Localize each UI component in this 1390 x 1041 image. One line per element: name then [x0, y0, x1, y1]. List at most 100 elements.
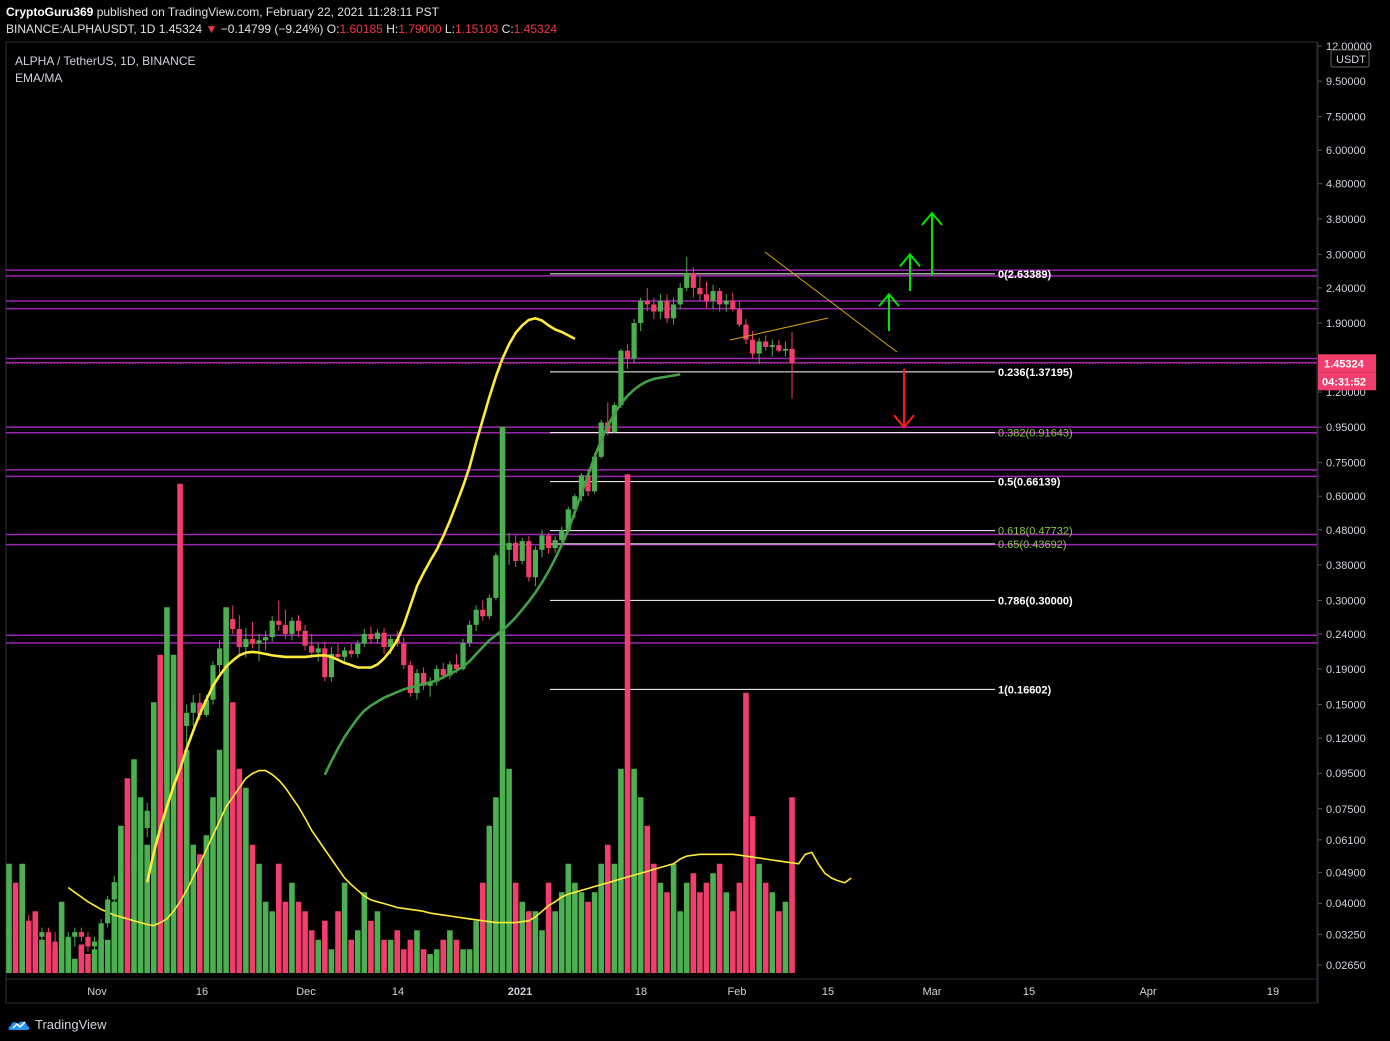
price-tick-label: 0.38000	[1326, 560, 1366, 572]
volume-bar	[558, 892, 565, 973]
time-tick-label: 15	[1023, 986, 1035, 998]
volume-bar	[769, 892, 776, 973]
tradingview-cloud-icon	[8, 1020, 30, 1030]
volume-bar	[315, 939, 322, 973]
volume-bar	[368, 920, 374, 973]
candle-body	[526, 541, 532, 578]
volume-bar	[440, 939, 447, 973]
volume-bar	[460, 949, 466, 973]
candle-body	[230, 619, 236, 630]
volume-bar	[295, 901, 302, 973]
candle-body	[243, 639, 249, 648]
fib-level-label: 0.382(0.91643)	[998, 428, 1073, 440]
time-tick-label: Feb	[728, 986, 747, 998]
candle-body	[480, 609, 486, 617]
fib-level-label: 0.786(0.30000)	[998, 595, 1073, 607]
price-tick-label: 6.00000	[1326, 145, 1366, 157]
candle-body	[467, 624, 473, 643]
candle-body	[624, 350, 631, 359]
volume-bar	[618, 768, 624, 973]
candle-body	[309, 645, 315, 653]
volume-bar	[190, 844, 197, 973]
volume-bar	[624, 474, 631, 973]
volume-bar	[183, 749, 190, 973]
candle-body	[131, 852, 137, 873]
candle-body	[157, 786, 163, 796]
candle-body	[493, 555, 499, 598]
volume-bar	[236, 768, 243, 973]
price-tick-label: 1.90000	[1326, 318, 1366, 330]
volume-bar	[104, 939, 111, 973]
price-tick-label: 0.15000	[1326, 700, 1366, 712]
volume-bar	[216, 749, 223, 973]
fib-level-label: 0.236(1.37195)	[998, 367, 1073, 379]
candle-body	[341, 650, 348, 657]
volume-bar	[697, 892, 703, 973]
candle-body	[513, 542, 519, 561]
candle-body	[65, 936, 71, 947]
chart-header: CryptoGuru369 published on TradingView.c…	[0, 0, 1390, 40]
volume-bar	[25, 920, 32, 973]
ema-slow-line	[323, 373, 681, 776]
fib-level-label: 0(2.63389)	[998, 269, 1052, 281]
tradingview-logo[interactable]: TradingView	[8, 1017, 107, 1032]
candle-body	[638, 300, 644, 323]
candle-body	[32, 927, 38, 937]
volume-bar	[401, 949, 407, 973]
candle-body	[730, 300, 736, 310]
volume-bar	[657, 882, 664, 973]
volume-bar	[473, 920, 479, 973]
volume-bar	[381, 939, 387, 973]
volume-bar	[407, 939, 414, 973]
candle-body	[12, 927, 19, 937]
candle-body	[486, 597, 492, 617]
volume-bar	[631, 768, 637, 973]
volume-bar	[762, 882, 769, 973]
volume-bar	[664, 892, 670, 973]
candle-body	[184, 712, 190, 727]
price-tick-label: 0.30000	[1326, 595, 1366, 607]
volume-bar	[789, 797, 795, 973]
price-tick-label: 0.06100	[1326, 835, 1366, 847]
price-tick-label: 0.24000	[1326, 629, 1366, 641]
candle-body	[91, 941, 98, 947]
candle-body	[45, 932, 52, 942]
arrow-up-head	[899, 252, 921, 267]
price-tick-label: 9.50000	[1326, 76, 1366, 88]
candle-body	[197, 702, 203, 715]
candle-body	[368, 633, 374, 640]
volume-bar	[433, 949, 440, 973]
time-tick-label: 15	[822, 986, 834, 998]
volume-bar	[269, 911, 275, 973]
volume-bar	[499, 426, 506, 973]
volume-bar	[466, 949, 473, 973]
candle-body	[52, 941, 58, 952]
volume-bar	[736, 882, 743, 973]
candle-body	[124, 863, 131, 873]
volume-bar	[85, 954, 91, 973]
candle-body	[289, 620, 295, 634]
last-price: 1.45324	[158, 22, 203, 36]
candle-body	[763, 341, 769, 347]
chart-footer: TradingView	[0, 1005, 1390, 1041]
candle-body	[552, 540, 558, 549]
candle-body	[355, 643, 361, 655]
price-tick-label: 0.95000	[1326, 422, 1366, 434]
volume-bar	[782, 901, 789, 973]
candle-body	[236, 629, 242, 648]
candle-body	[276, 620, 282, 625]
volume-bar	[539, 930, 545, 973]
volume-bar	[756, 863, 762, 973]
candle-body	[118, 863, 124, 883]
price-tick-label: 3.00000	[1326, 249, 1366, 261]
candle-body	[315, 648, 321, 653]
candle-body	[407, 665, 413, 694]
candle-body	[164, 759, 170, 796]
volume-bar	[341, 882, 348, 973]
candle-body	[177, 709, 183, 727]
price-tick-label: 0.07500	[1326, 804, 1366, 816]
author-name[interactable]: CryptoGuru369	[6, 5, 94, 19]
volume-bar	[243, 787, 249, 973]
candle-body	[19, 923, 25, 937]
